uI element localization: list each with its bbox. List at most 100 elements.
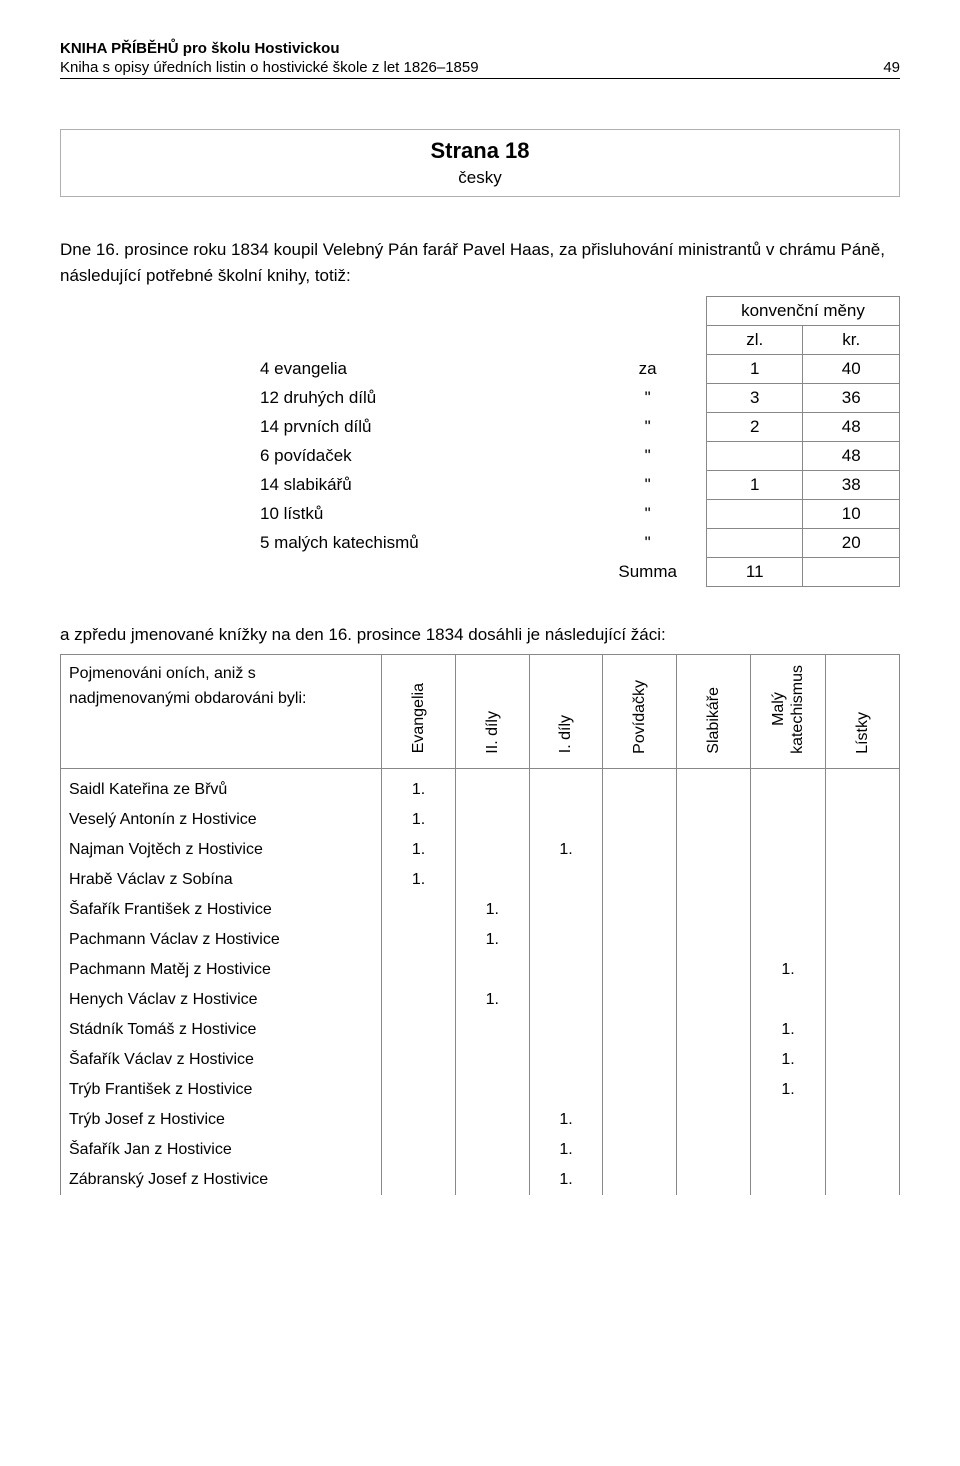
- student-value: [677, 1015, 751, 1045]
- student-name: Šafařík Václav z Hostivice: [61, 1045, 382, 1075]
- student-value: [529, 985, 603, 1015]
- currency-row-word: ": [589, 529, 706, 558]
- currency-header-top: konvenční měny: [707, 297, 900, 326]
- student-value: 1.: [382, 865, 456, 895]
- currency-row-kr: 10: [803, 500, 900, 529]
- intro-paragraph: Dne 16. prosince roku 1834 koupil Velebn…: [60, 237, 900, 288]
- student-value: [529, 865, 603, 895]
- student-value: [750, 1135, 825, 1165]
- doc-subtitle: Kniha s opisy úředních listin o hostivic…: [60, 59, 479, 76]
- student-value: [750, 1105, 825, 1135]
- student-value: [826, 1135, 900, 1165]
- students-column-header: Lístky: [826, 654, 900, 769]
- student-value: [529, 769, 603, 806]
- currency-table: konvenční měny zl. kr. 4 evangeliaza1401…: [250, 296, 900, 587]
- student-value: [826, 955, 900, 985]
- students-column-header: Slabikáře: [677, 654, 751, 769]
- student-value: [677, 769, 751, 806]
- currency-row-zl: 11: [707, 558, 803, 587]
- currency-row-kr: 40: [803, 355, 900, 384]
- student-name: Trýb Josef z Hostivice: [61, 1105, 382, 1135]
- student-value: 1.: [750, 1075, 825, 1105]
- section-subtitle: česky: [61, 168, 899, 188]
- currency-row-word: ": [589, 384, 706, 413]
- currency-row-label: [250, 558, 589, 587]
- currency-row-word: ": [589, 471, 706, 500]
- student-value: [826, 835, 900, 865]
- header-rule: [60, 78, 900, 79]
- student-value: [750, 805, 825, 835]
- student-value: [826, 985, 900, 1015]
- student-name: Šafařík Jan z Hostivice: [61, 1135, 382, 1165]
- currency-row-word: za: [589, 355, 706, 384]
- student-value: [826, 805, 900, 835]
- student-value: [750, 835, 825, 865]
- page-number: 49: [883, 59, 900, 76]
- student-value: [382, 1015, 456, 1045]
- student-value: [455, 1015, 529, 1045]
- currency-row-label: 4 evangelia: [250, 355, 589, 384]
- student-value: [455, 1105, 529, 1135]
- currency-row-zl: [707, 442, 803, 471]
- student-value: [382, 1105, 456, 1135]
- student-value: [603, 1165, 677, 1195]
- currency-row-zl: 1: [707, 471, 803, 500]
- student-value: [603, 1075, 677, 1105]
- student-value: [529, 1075, 603, 1105]
- student-value: 1.: [455, 985, 529, 1015]
- student-value: 1.: [529, 1165, 603, 1195]
- student-value: [529, 925, 603, 955]
- student-value: [455, 835, 529, 865]
- student-value: 1.: [382, 835, 456, 865]
- student-value: [603, 1105, 677, 1135]
- student-value: [750, 985, 825, 1015]
- student-value: [826, 925, 900, 955]
- currency-row-kr: 38: [803, 471, 900, 500]
- student-value: [603, 985, 677, 1015]
- student-value: [529, 955, 603, 985]
- section-title: Strana 18: [61, 138, 899, 164]
- student-value: 1.: [455, 925, 529, 955]
- student-value: [677, 1105, 751, 1135]
- student-value: [750, 865, 825, 895]
- student-value: [826, 865, 900, 895]
- student-value: [603, 1045, 677, 1075]
- currency-row-word: ": [589, 500, 706, 529]
- students-column-header: II. díly: [455, 654, 529, 769]
- student-name: Pachmann Matěj z Hostivice: [61, 955, 382, 985]
- currency-row-kr: [803, 558, 900, 587]
- student-value: [826, 895, 900, 925]
- student-value: [382, 955, 456, 985]
- student-value: [677, 1045, 751, 1075]
- currency-row-label: 5 malých katechismů: [250, 529, 589, 558]
- currency-row-kr: 48: [803, 413, 900, 442]
- students-column-header: Povídačky: [603, 654, 677, 769]
- student-value: [455, 1135, 529, 1165]
- student-value: [529, 1045, 603, 1075]
- student-value: [677, 865, 751, 895]
- student-value: [677, 1165, 751, 1195]
- student-value: [750, 895, 825, 925]
- student-value: [529, 1015, 603, 1045]
- student-name: Šafařík František z Hostivice: [61, 895, 382, 925]
- student-value: [750, 925, 825, 955]
- student-value: [826, 1165, 900, 1195]
- currency-row-kr: 20: [803, 529, 900, 558]
- student-value: [826, 1015, 900, 1045]
- student-value: [455, 1075, 529, 1105]
- currency-row-word: ": [589, 413, 706, 442]
- student-value: [455, 1165, 529, 1195]
- student-value: [826, 1105, 900, 1135]
- students-name-header: Pojmenováni oních, aniž s nadjmenovanými…: [61, 654, 382, 769]
- student-value: [677, 805, 751, 835]
- student-value: [455, 955, 529, 985]
- student-value: [382, 985, 456, 1015]
- currency-row-zl: [707, 529, 803, 558]
- student-value: [603, 955, 677, 985]
- student-value: [826, 1075, 900, 1105]
- student-value: 1.: [382, 805, 456, 835]
- student-value: [603, 925, 677, 955]
- student-value: 1.: [529, 1135, 603, 1165]
- student-value: 1.: [750, 1015, 825, 1045]
- student-value: 1.: [529, 835, 603, 865]
